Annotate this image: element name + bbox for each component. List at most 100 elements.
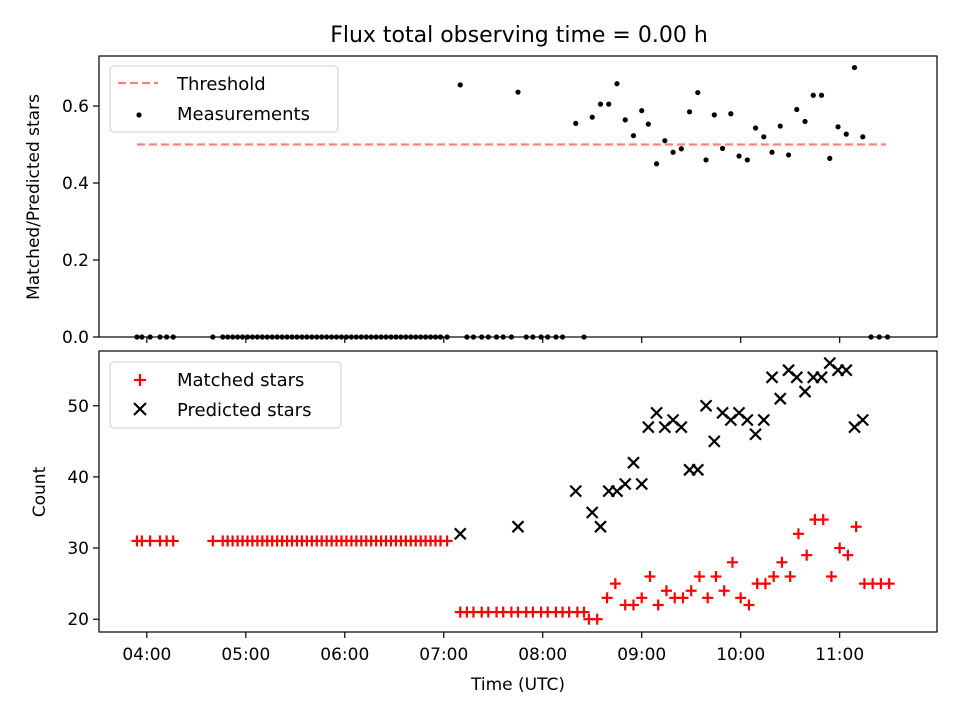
matched-stars-layer [131, 514, 895, 625]
measurement-point [777, 123, 783, 129]
predicted-star-point [594, 520, 607, 533]
measurement-point [719, 145, 726, 151]
measurement-point [728, 111, 734, 117]
measurement-point [515, 89, 521, 95]
top-panel: Flux total observing time = 0.00 h 0.0 0.… [24, 23, 938, 348]
matched-star-point [627, 599, 639, 611]
predicted-star-point [815, 371, 828, 384]
matched-star-point [601, 592, 613, 604]
measurement-point [622, 117, 628, 123]
bottom-plot-border [98, 350, 938, 633]
predicted-star-point [618, 477, 632, 491]
top-y-tick-label: 0.0 [62, 328, 89, 348]
legend-predicted-swatch [133, 402, 147, 416]
matched-star-point [710, 571, 722, 583]
matched-star-point [883, 578, 895, 590]
top-y-axis-label: Matched/Predicted stars [24, 94, 44, 300]
top-y-tick-label: 0.6 [62, 97, 89, 117]
predicted-star-point [839, 363, 853, 377]
legend-matched-swatch [134, 374, 146, 386]
x-axis-label: Time (UTC) [470, 675, 565, 695]
matched-star-point [591, 613, 603, 625]
matched-star-point [792, 528, 804, 540]
matched-star-point [677, 592, 689, 604]
measurement-point [785, 152, 792, 158]
measurement-point [744, 157, 750, 163]
top-x-ticks [146, 337, 841, 343]
measurement-point [818, 92, 825, 98]
chart-title: Flux total observing time = 0.00 h [330, 23, 708, 48]
measurement-point [703, 157, 709, 163]
matched-star-point [726, 556, 738, 568]
predicted-star-point [856, 413, 870, 427]
matched-star-point [636, 592, 648, 604]
matched-star-point [850, 521, 862, 533]
legend-matched-label: Matched stars [177, 370, 304, 391]
matched-star-point [801, 549, 813, 561]
measurement-point [653, 161, 660, 167]
bottom-x-tick-label: 08:00 [518, 645, 567, 665]
measurement-point [695, 89, 701, 96]
top-legend: Threshold Measurements [109, 65, 339, 133]
bottom-x-axis: 04:00 05:00 06:00 07:00 08:00 09:00 10:00 11:00 [122, 632, 864, 665]
measurement-point [835, 124, 841, 130]
predicted-star-point [765, 371, 779, 384]
measurement-point [711, 112, 717, 118]
bottom-x-tick-label: 09:00 [617, 645, 666, 665]
measurement-point [851, 64, 858, 71]
predicted-star-point [642, 420, 655, 434]
top-plot-border [98, 55, 938, 338]
matched-star-point [743, 599, 755, 611]
measurement-point [606, 101, 612, 107]
measurement-point [860, 134, 866, 140]
matched-star-point [842, 549, 854, 561]
matched-star-point [609, 578, 621, 590]
top-y-axis: 0.0 0.2 0.4 0.6 [62, 97, 99, 348]
measurement-point [686, 109, 693, 115]
measurement-point [794, 106, 800, 113]
legend-measurements-swatch [136, 112, 142, 118]
measurement-point [769, 149, 775, 155]
measurement-point [678, 146, 684, 152]
measurement-point [802, 118, 808, 125]
predicted-star-point [790, 371, 804, 384]
bottom-y-tick-label: 30 [67, 539, 89, 559]
predicted-star-point [708, 435, 721, 448]
top-y-tick-label: 0.2 [62, 251, 89, 271]
measurement-point [670, 149, 676, 155]
matched-star-point [817, 514, 829, 526]
measurement-point [589, 114, 595, 120]
measurement-point [630, 133, 637, 139]
predicted-stars-layer [453, 356, 870, 541]
measurement-point [752, 125, 759, 131]
matched-star-point [784, 571, 796, 583]
legend-measurements-label: Measurements [177, 104, 310, 125]
predicted-star-point [585, 506, 599, 519]
bottom-y-axis-label: Count [30, 466, 50, 517]
bottom-x-tick-label: 04:00 [122, 645, 171, 665]
matched-star-point [652, 599, 664, 611]
bottom-y-tick-label: 40 [67, 468, 89, 488]
bottom-legend: Matched stars Predicted stars [109, 361, 342, 429]
predicted-star-point [774, 392, 787, 405]
predicted-star-point [650, 406, 663, 420]
top-legend-box [109, 65, 339, 133]
measurement-point [827, 155, 833, 161]
matched-star-point [644, 571, 656, 583]
matched-star-point [685, 585, 697, 597]
matched-star-point [776, 556, 788, 568]
measurement-point [457, 82, 463, 88]
measurement-point [645, 121, 651, 127]
bottom-x-tick-label: 06:00 [320, 645, 369, 665]
predicted-star-point [749, 427, 762, 441]
bottom-x-tick-label: 11:00 [815, 645, 864, 665]
predicted-star-point [453, 527, 467, 541]
measurement-point [573, 120, 579, 126]
bottom-y-axis: 20 30 40 50 [67, 397, 99, 630]
matched-star-point [660, 585, 672, 597]
predicted-star-point [757, 413, 771, 427]
matched-star-point [702, 592, 714, 604]
matched-star-point [768, 571, 780, 583]
